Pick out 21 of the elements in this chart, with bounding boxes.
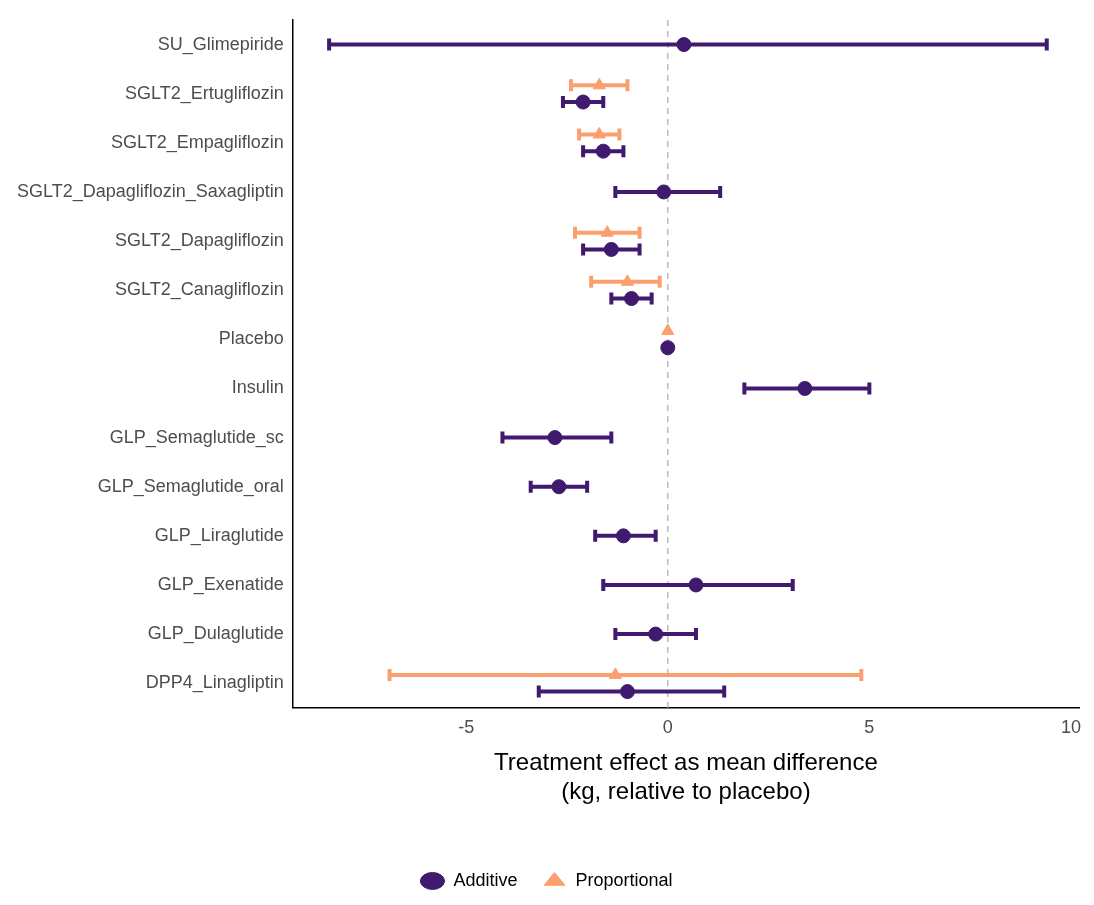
- x-tick-label: 10: [1060, 716, 1081, 737]
- x-tick-label: -5: [458, 716, 475, 737]
- y-tick-label: SGLT2_Ertugliflozin: [125, 82, 284, 104]
- y-tick-label: SGLT2_Dapagliflozin_Saxagliptin: [17, 180, 284, 202]
- x-tick-label: 0: [662, 716, 673, 737]
- y-tick-label: GLP_Dulaglutide: [147, 623, 284, 645]
- y-tick-label: SGLT2_Dapagliflozin: [115, 230, 284, 252]
- y-tick-label: Placebo: [218, 328, 284, 349]
- x-tick-label: 5: [864, 716, 875, 737]
- y-tick-label: Insulin: [231, 377, 284, 398]
- x-axis-title: Treatment effect as mean difference (kg, relative to placebo): [494, 748, 878, 805]
- legend-label: Proportional: [575, 869, 673, 890]
- y-tick-label: GLP_Semaglutide_sc: [109, 426, 284, 448]
- y-tick-label: GLP_Semaglutide_oral: [97, 475, 284, 497]
- y-tick-label: GLP_Liraglutide: [154, 524, 284, 546]
- y-tick-label: DPP4_Linagliptin: [145, 672, 284, 694]
- y-tick-label: SGLT2_Canagliflozin: [115, 279, 284, 301]
- y-tick-label: SU_Glimepiride: [157, 33, 284, 55]
- y-tick-label: SGLT2_Empagliflozin: [111, 131, 284, 153]
- legend-label: Additive: [453, 869, 518, 890]
- y-tick-label: GLP_Exenatide: [157, 573, 284, 595]
